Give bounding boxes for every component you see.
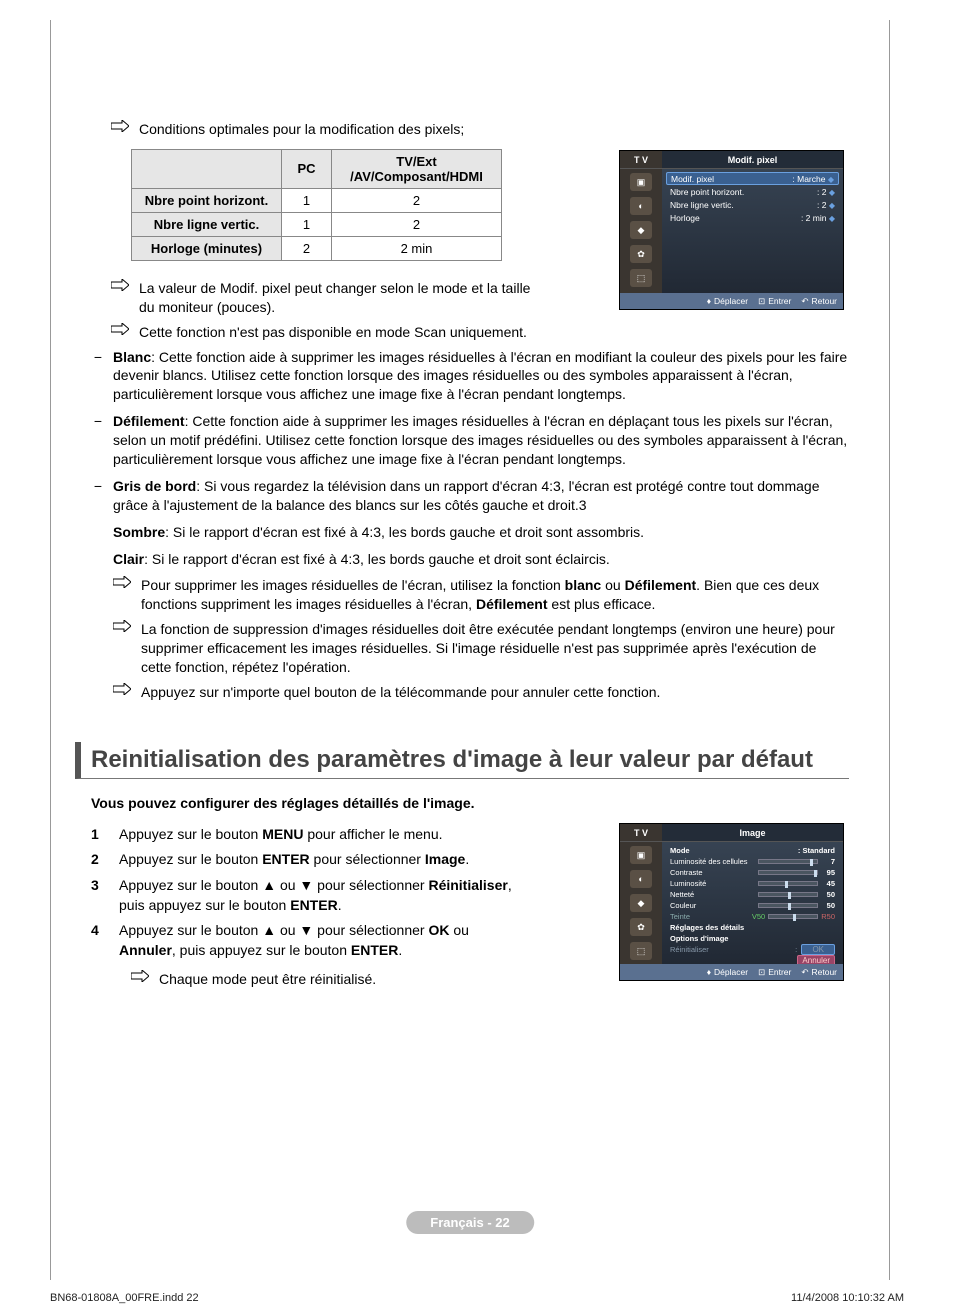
osd-row: Mode: Standard: [666, 845, 839, 856]
table-cell: 2: [332, 212, 502, 236]
osd-row-value: : 2: [817, 187, 826, 197]
osd-row-reinit: Réinitialiser : OK: [666, 944, 839, 955]
dash-icon: −: [91, 477, 105, 515]
table-cell: 2: [282, 236, 332, 260]
step-text: Appuyez sur le bouton ▲ ou ▼ pour sélect…: [119, 876, 529, 915]
dash-icon: −: [91, 348, 105, 405]
input-icon: ⬚: [630, 269, 652, 287]
tv-title: Image: [662, 828, 843, 838]
table-cell: 2 min: [332, 236, 502, 260]
osd-row-value: : Marche: [792, 174, 825, 184]
paragraph: Gris de bord: Si vous regardez la télévi…: [113, 477, 849, 515]
tv-title: Modif. pixel: [662, 155, 843, 165]
note-arrow-icon: [131, 970, 151, 989]
enter-hint: ⊡ Entrer: [758, 967, 791, 978]
osd-slider-row: Luminosité des cellules7: [666, 856, 839, 867]
note-text: Conditions optimales pour la modificatio…: [139, 120, 464, 139]
note-text: Chaque mode peut être réinitialisé.: [159, 970, 376, 989]
note-text: La fonction de suppression d'images rési…: [141, 620, 849, 677]
channel-icon: ◆: [630, 894, 652, 912]
paragraph: Blanc: Cette fonction aide à supprimer l…: [113, 348, 849, 405]
note-arrow-icon: [113, 683, 133, 702]
footer-timestamp: 11/4/2008 10:10:32 AM: [791, 1292, 904, 1304]
pixel-table: PC TV/Ext /AV/Composant/HDMI Nbre point …: [131, 149, 502, 261]
osd-slider-row: Couleur50: [666, 900, 839, 911]
return-hint: ↶ Retour: [801, 296, 837, 307]
sound-icon: ◐: [630, 197, 652, 215]
note-text: Pour supprimer les images résiduelles de…: [141, 576, 849, 614]
tv-label: T V: [620, 824, 662, 841]
osd-footer: ♦ Déplacer ⊡ Entrer ↶ Retour: [620, 293, 843, 309]
setup-icon: ✿: [630, 918, 652, 936]
section-intro: Vous pouvez configurer des réglages déta…: [91, 795, 849, 811]
step-number: 3: [91, 876, 105, 915]
footer-filename: BN68-01808A_00FRE.indd 22: [50, 1292, 199, 1304]
osd-row-label: Nbre ligne vertic.: [670, 200, 734, 210]
osd-slider-row: Contraste95: [666, 867, 839, 878]
step-text: Appuyez sur le bouton ENTER pour sélecti…: [119, 850, 469, 870]
picture-icon: ▣: [630, 846, 652, 864]
osd-footer: ♦ Déplacer ⊡ Entrer ↶ Retour: [620, 964, 843, 980]
table-header: TV/Ext /AV/Composant/HDMI: [332, 149, 502, 188]
osd-row: Modif. pixel : Marche ◆: [666, 172, 839, 185]
table-cell: 1: [282, 188, 332, 212]
dash-icon: −: [91, 412, 105, 469]
osd-slider-row: Netteté50: [666, 889, 839, 900]
note-text: Appuyez sur n'importe quel bouton de la …: [141, 683, 660, 702]
note-arrow-icon: [111, 279, 131, 317]
paragraph: Clair: Si le rapport d'écran est fixé à …: [113, 550, 849, 569]
table-rowhead: Nbre point horizont.: [132, 188, 282, 212]
paragraph: Défilement: Cette fonction aide à suppri…: [113, 412, 849, 469]
setup-icon: ✿: [630, 245, 652, 263]
table-cell: 1: [282, 212, 332, 236]
input-icon: ⬚: [630, 942, 652, 960]
ok-pill: OK: [801, 944, 835, 955]
osd-row-value: : 2 min: [801, 213, 827, 223]
return-hint: ↶ Retour: [801, 967, 837, 978]
osd-modif-pixel: T V Modif. pixel ▣ ◐ ◆ ✿ ⬚ Modif. pixel …: [619, 150, 844, 310]
enter-hint: ⊡ Entrer: [758, 296, 791, 307]
note-arrow-icon: [111, 323, 131, 342]
osd-row: Réglages des détails: [666, 922, 839, 933]
osd-slider-row: Luminosité45: [666, 878, 839, 889]
table-cell: 2: [332, 188, 502, 212]
paragraph: Sombre: Si le rapport d'écran est fixé à…: [113, 523, 849, 542]
table-rowhead: Nbre ligne vertic.: [132, 212, 282, 236]
note-text: La valeur de Modif. pixel peut changer s…: [139, 279, 531, 317]
osd-row: Horloge : 2 min ◆: [666, 211, 839, 224]
osd-row: Nbre ligne vertic. : 2 ◆: [666, 198, 839, 211]
tv-sidebar: ▣ ◐ ◆ ✿ ⬚: [620, 842, 662, 966]
step-text: Appuyez sur le bouton MENU pour afficher…: [119, 825, 443, 845]
note-arrow-icon: [113, 576, 133, 614]
step-number: 4: [91, 921, 105, 960]
osd-row-teinte: Teinte V50R50: [666, 911, 839, 922]
channel-icon: ◆: [630, 221, 652, 239]
table-header: PC: [282, 149, 332, 188]
step-text: Appuyez sur le bouton ▲ ou ▼ pour sélect…: [119, 921, 529, 960]
section-title: Reinitialisation des paramètres d'image …: [75, 742, 849, 779]
step-number: 1: [91, 825, 105, 845]
page-number-pill: Français - 22: [406, 1211, 534, 1234]
note-arrow-icon: [111, 120, 131, 139]
tv-sidebar: ▣ ◐ ◆ ✿ ⬚: [620, 169, 662, 295]
osd-row-label: Horloge: [670, 213, 700, 223]
note-text: Cette fonction n'est pas disponible en m…: [139, 323, 527, 342]
tv-label: T V: [620, 151, 662, 168]
osd-image: T V Image ▣ ◐ ◆ ✿ ⬚ Mode: Standard Lumin…: [619, 823, 844, 981]
osd-row-label: Nbre point horizont.: [670, 187, 744, 197]
osd-row: Options d'image: [666, 933, 839, 944]
osd-row-label: Modif. pixel: [671, 174, 714, 184]
move-hint: ♦ Déplacer: [707, 967, 748, 977]
step-number: 2: [91, 850, 105, 870]
osd-row-value: : 2: [817, 200, 826, 210]
table-rowhead: Horloge (minutes): [132, 236, 282, 260]
osd-row: Nbre point horizont. : 2 ◆: [666, 185, 839, 198]
move-hint: ♦ Déplacer: [707, 296, 748, 306]
table-header: [132, 149, 282, 188]
sound-icon: ◐: [630, 870, 652, 888]
picture-icon: ▣: [630, 173, 652, 191]
note-arrow-icon: [113, 620, 133, 677]
